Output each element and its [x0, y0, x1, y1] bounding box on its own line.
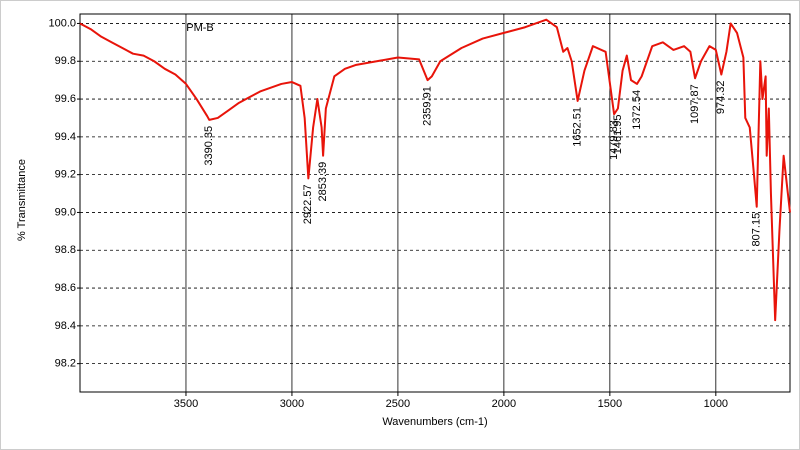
peak-label: 1479.83 — [608, 120, 620, 160]
peak-label: 2922.57 — [302, 184, 314, 224]
x-tick-label: 1000 — [704, 398, 728, 410]
peak-label: 974.32 — [715, 80, 727, 114]
x-tick-label: 1500 — [598, 398, 622, 410]
peak-label: 1097.87 — [689, 84, 701, 124]
peak-label: 3390.35 — [203, 126, 215, 166]
y-tick-label: 98.8 — [55, 244, 76, 256]
peak-label: 807.15 — [751, 213, 763, 247]
y-tick-label: 99.0 — [55, 206, 76, 218]
y-tick-label: 99.8 — [55, 55, 76, 67]
peak-label: 1652.51 — [571, 107, 583, 147]
plot-area — [79, 13, 791, 393]
chart-title: PM-B — [186, 22, 214, 34]
y-tick-label: 100.0 — [48, 17, 76, 29]
y-tick-label: 98.6 — [55, 282, 76, 294]
x-tick-label: 3500 — [174, 398, 198, 410]
y-axis-label: % Transmittance — [16, 159, 28, 241]
x-tick-label: 2000 — [492, 398, 516, 410]
y-tick-label: 99.4 — [55, 131, 76, 143]
y-tick-label: 99.2 — [55, 169, 76, 181]
y-tick-label: 98.4 — [55, 320, 76, 332]
peak-label: 1372.54 — [631, 90, 643, 130]
x-tick-label: 2500 — [386, 398, 410, 410]
spectrum-line — [79, 18, 791, 322]
x-tick-label: 3000 — [280, 398, 304, 410]
y-tick-label: 99.6 — [55, 93, 76, 105]
peak-label: 1461.95 — [612, 115, 624, 155]
peak-label: 2359.91 — [422, 86, 434, 126]
peak-label: 2853.39 — [317, 162, 329, 202]
y-tick-label: 98.2 — [55, 358, 76, 370]
x-axis-label: Wavenumbers (cm-1) — [382, 416, 487, 428]
